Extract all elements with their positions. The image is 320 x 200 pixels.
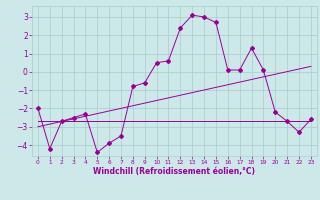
X-axis label: Windchill (Refroidissement éolien,°C): Windchill (Refroidissement éolien,°C) — [93, 167, 255, 176]
